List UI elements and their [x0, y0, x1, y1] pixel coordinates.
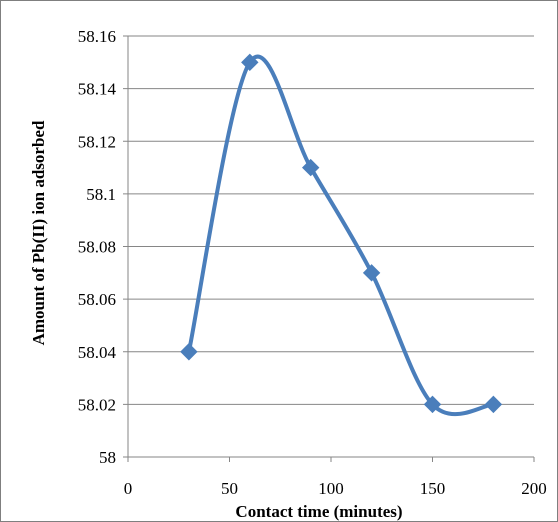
data-point-marker — [423, 395, 442, 414]
x-axis-title: Contact time (minutes) — [235, 502, 402, 521]
data-point-marker — [484, 395, 503, 414]
y-tick-label: 58.14 — [78, 80, 117, 99]
y-tick-label: 58.02 — [78, 395, 116, 414]
y-tick-label: 58.08 — [78, 238, 116, 257]
data-point-marker — [241, 53, 259, 72]
data-point-marker — [301, 158, 320, 177]
x-tick-label: 50 — [221, 479, 238, 498]
x-tick-labels: 0 50 100 150 200 — [124, 479, 547, 498]
x-tick-label: 0 — [124, 479, 133, 498]
y-tick-label: 58.16 — [78, 27, 116, 46]
y-tick-label: 58 — [99, 448, 116, 467]
data-point-marker — [180, 343, 198, 361]
series — [180, 53, 503, 417]
y-tick-label: 58.06 — [78, 290, 116, 309]
axes — [123, 35, 535, 462]
x-tick-label: 200 — [521, 479, 547, 498]
y-tick-label: 58.1 — [86, 185, 116, 204]
y-tick-label: 58.04 — [78, 343, 117, 362]
y-tick-labels: 58 58.02 58.04 58.06 58.08 58.1 58.12 58.14 58.1… — [78, 27, 117, 467]
series-line — [186, 54, 496, 417]
x-tick-label: 100 — [318, 479, 344, 498]
y-tick-label: 58.12 — [78, 132, 116, 151]
data-point-marker — [362, 264, 381, 282]
x-tick-label: 150 — [420, 479, 446, 498]
y-axis-title: Amount of Pb(II) ion adsorbed — [29, 120, 48, 345]
